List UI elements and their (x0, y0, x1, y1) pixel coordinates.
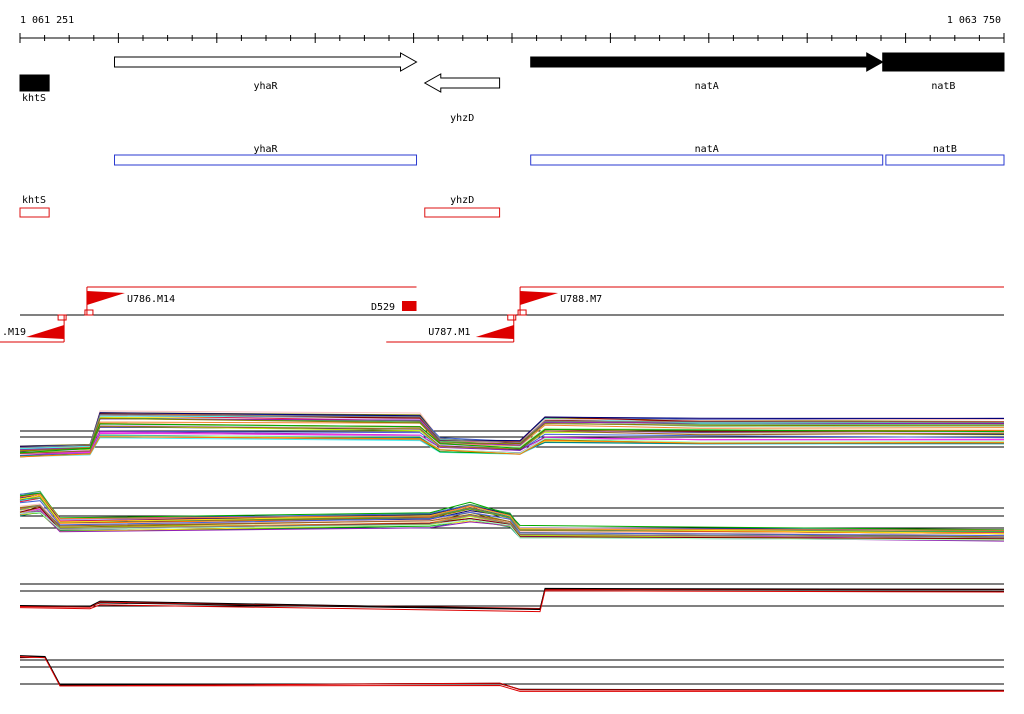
gene-yhaR[interactable] (114, 52, 418, 72)
promoter-box (507, 314, 517, 321)
cds-box-natA[interactable] (530, 154, 884, 166)
expression-curve (19, 493, 1005, 531)
cds-box-natB[interactable] (885, 154, 1005, 166)
gene-label-yhzD: yhzD (450, 113, 474, 124)
expression-curve (19, 656, 1005, 692)
ruler-ticks (19, 33, 1005, 43)
promoter-flag (86, 291, 125, 305)
gene-label-natB: natB (931, 81, 955, 92)
expression-curve (19, 414, 1005, 448)
expression-tracks (19, 410, 1005, 692)
expression-curve (19, 497, 1005, 533)
expression-curve (19, 587, 1005, 610)
terminator-label: D529 (371, 302, 395, 313)
expression-curve (19, 500, 1005, 537)
cds-box-yhaR[interactable] (114, 154, 418, 166)
ruler-end-label: 1 063 750 (947, 15, 1001, 26)
rna-box-khtS[interactable] (19, 207, 50, 218)
tu-label: .M19 (2, 327, 26, 338)
tu-label: U787.M1 (428, 327, 470, 338)
position-ruler: 1 061 251 1 063 750 (19, 15, 1005, 43)
rna-box-yhzD[interactable] (424, 207, 501, 218)
promoter-flag (475, 325, 514, 339)
ruler-start-label: 1 061 251 (20, 15, 74, 26)
expression-curve (19, 656, 1005, 692)
gene-natA[interactable] (530, 52, 884, 72)
cds-label-yhaR: yhaR (253, 144, 278, 155)
promoter-box (517, 309, 527, 316)
tu-label: U786.M14 (127, 294, 175, 305)
rna-label-khtS: khtS (22, 195, 46, 206)
gene-label-natA: natA (695, 81, 719, 92)
cds-feature-track: yhaR natA natB (114, 144, 1005, 166)
rna-label-yhzD: yhzD (450, 195, 474, 206)
tu-label: U788.M7 (560, 294, 602, 305)
expression-curve (19, 506, 1005, 540)
gene-yhzD[interactable] (423, 73, 501, 93)
promoter-flag (520, 291, 559, 305)
gene-label-khtS: khtS (22, 93, 46, 104)
promoter-box (57, 314, 67, 321)
gene-annotation-track: khtS yhaR yhzD natA natB (19, 52, 1005, 124)
expression-curve (19, 423, 1005, 454)
gene-khtS[interactable] (19, 74, 50, 92)
cds-label-natB: natB (933, 144, 957, 155)
promoter-box (84, 309, 94, 316)
expression-curve (19, 590, 1005, 613)
promoter-flag (26, 325, 65, 339)
expression-curve (19, 492, 1005, 531)
transcription-unit-track: U786.M14 U788.M7 .M19 U787.M1 D529 (0, 286, 1004, 343)
expression-curve (19, 504, 1005, 539)
rna-feature-track: khtS yhzD (19, 195, 501, 218)
gene-natB[interactable] (882, 52, 1005, 72)
expression-curve (19, 511, 1005, 541)
expression-curve (19, 425, 1005, 454)
terminator-feature[interactable] (401, 301, 417, 311)
cds-label-natA: natA (695, 144, 719, 155)
expression-curve (19, 436, 1005, 458)
expression-curve (19, 417, 1005, 452)
gene-label-yhaR: yhaR (253, 81, 278, 92)
